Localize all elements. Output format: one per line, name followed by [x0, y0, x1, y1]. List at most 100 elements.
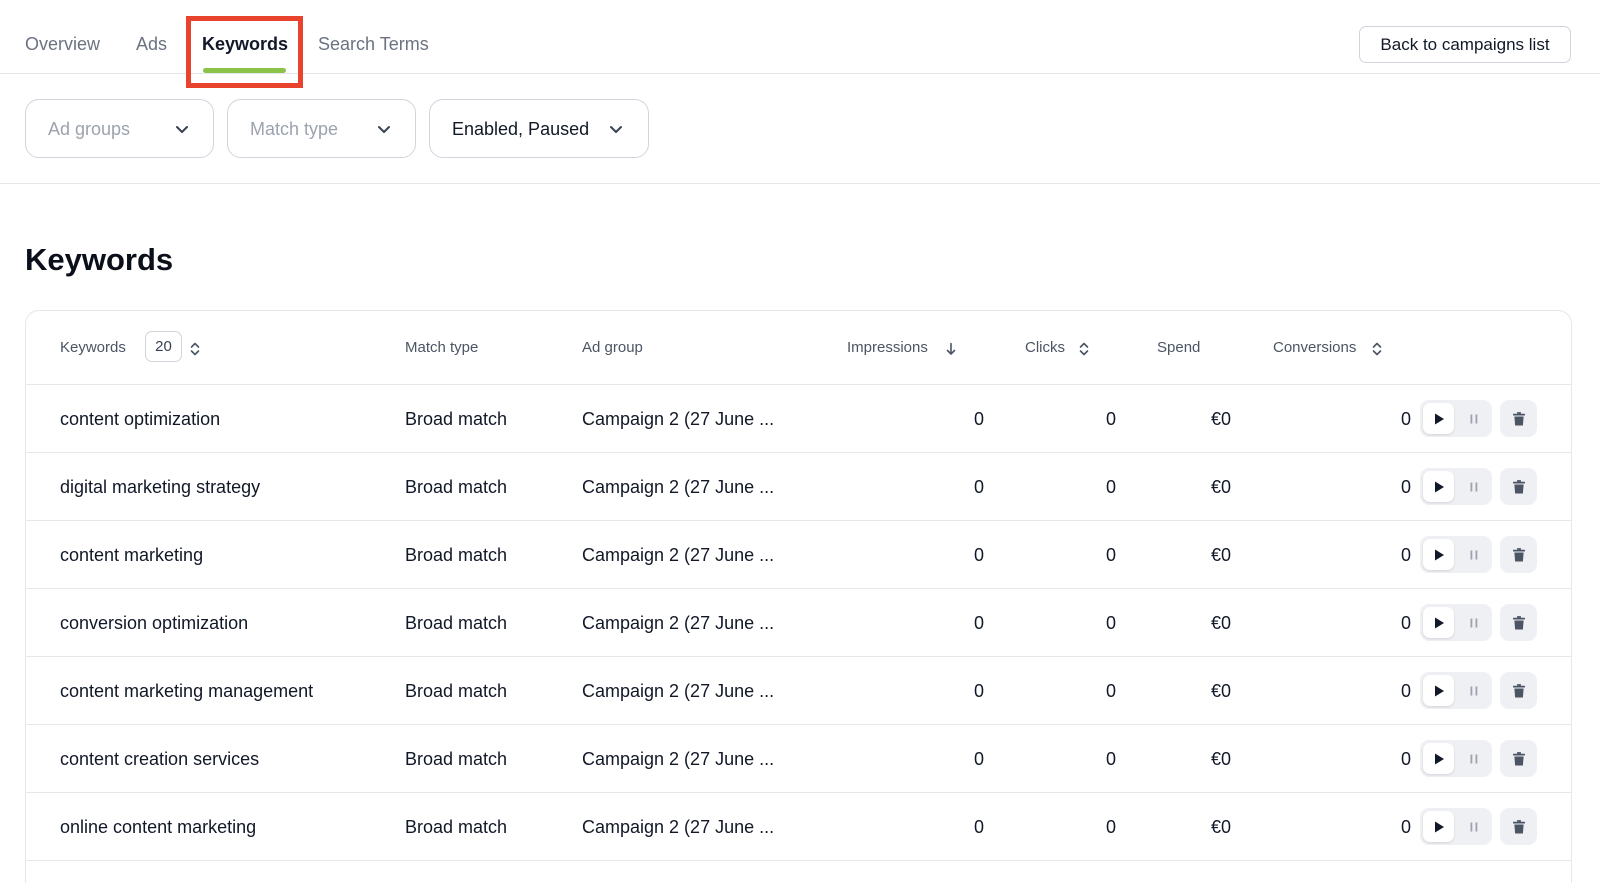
match-type-cell: Broad match	[405, 749, 508, 769]
enable-button[interactable]	[1423, 675, 1454, 706]
pause-icon	[1470, 482, 1477, 491]
pause-icon	[1470, 686, 1477, 695]
ad-group-cell[interactable]: Campaign 2 (27 June ...	[582, 545, 775, 565]
top-nav-bar: Overview Ads Keywords Search Terms Back …	[0, 0, 1600, 88]
play-icon	[1434, 821, 1444, 832]
impressions-cell: 0	[973, 409, 984, 429]
column-keywords[interactable]: Keywords	[60, 339, 126, 356]
ad-group-cell[interactable]: Campaign 2 (27 June ...	[582, 477, 775, 497]
match-type-select[interactable]: Match type	[227, 99, 416, 158]
pause-button[interactable]	[1458, 539, 1489, 570]
play-icon	[1434, 617, 1444, 628]
column-conversions[interactable]: Conversions	[1273, 339, 1357, 356]
keyword-cell: content creation services	[60, 749, 260, 769]
status-select[interactable]: Enabled, Paused	[429, 99, 649, 158]
pause-button[interactable]	[1458, 743, 1489, 774]
status-toggle	[1420, 468, 1492, 505]
ad-groups-select[interactable]: Ad groups	[25, 99, 214, 158]
keyword-cell: content optimization	[60, 409, 221, 429]
match-type-cell: Broad match	[405, 477, 508, 497]
chevron-down-icon	[176, 126, 188, 133]
conversions-cell: 0	[1400, 545, 1411, 565]
spend-cell: €0	[1210, 749, 1231, 769]
delete-button[interactable]	[1500, 604, 1537, 641]
pause-button[interactable]	[1458, 471, 1489, 502]
back-to-campaigns-button[interactable]: Back to campaigns list	[1359, 26, 1571, 63]
clicks-cell: 0	[1105, 409, 1116, 429]
delete-button[interactable]	[1500, 468, 1537, 505]
enable-button[interactable]	[1423, 743, 1454, 774]
clicks-cell: 0	[1105, 749, 1116, 769]
ad-groups-placeholder: Ad groups	[48, 119, 131, 139]
pause-button[interactable]	[1458, 403, 1489, 434]
ad-group-cell[interactable]: Campaign 2 (27 June ...	[582, 613, 775, 633]
trash-icon	[1512, 479, 1525, 493]
pause-icon	[1470, 618, 1477, 627]
delete-button[interactable]	[1500, 400, 1537, 437]
match-type-cell: Broad match	[405, 681, 508, 701]
pause-icon	[1470, 550, 1477, 559]
impressions-cell: 0	[973, 613, 984, 633]
column-impressions[interactable]: Impressions	[847, 339, 928, 356]
match-type-cell: Broad match	[405, 409, 508, 429]
column-clicks[interactable]: Clicks	[1025, 339, 1065, 356]
sort-icon[interactable]	[1371, 341, 1383, 357]
clicks-cell: 0	[1105, 545, 1116, 565]
enable-button[interactable]	[1423, 471, 1454, 502]
table-header: Keywords 20 Match type Ad group Impressi…	[26, 311, 1571, 385]
impressions-cell: 0	[973, 545, 984, 565]
active-tab-indicator	[203, 68, 286, 73]
sort-icon[interactable]	[189, 341, 201, 357]
tab-overview[interactable]: Overview	[25, 34, 101, 54]
tab-keywords[interactable]: Keywords	[202, 34, 289, 54]
table-body: content optimization Broad match Campaig…	[26, 385, 1571, 861]
trash-icon	[1512, 751, 1525, 765]
pause-icon	[1470, 754, 1477, 763]
match-type-placeholder: Match type	[250, 119, 339, 139]
status-select-value: Enabled, Paused	[452, 119, 590, 139]
pause-button[interactable]	[1458, 607, 1489, 638]
enable-button[interactable]	[1423, 607, 1454, 638]
status-toggle	[1420, 808, 1492, 845]
delete-button[interactable]	[1500, 536, 1537, 573]
enable-button[interactable]	[1423, 811, 1454, 842]
delete-button[interactable]	[1500, 672, 1537, 709]
pause-icon	[1470, 414, 1477, 423]
impressions-cell: 0	[973, 681, 984, 701]
spend-cell: €0	[1210, 681, 1231, 701]
spend-cell: €0	[1210, 817, 1231, 837]
status-toggle	[1420, 740, 1492, 777]
status-toggle	[1420, 604, 1492, 641]
clicks-cell: 0	[1105, 477, 1116, 497]
arrow-down-icon[interactable]	[945, 341, 957, 357]
spend-cell: €0	[1210, 545, 1231, 565]
delete-button[interactable]	[1500, 740, 1537, 777]
column-ad-group: Ad group	[582, 339, 643, 356]
ad-group-cell[interactable]: Campaign 2 (27 June ...	[582, 817, 775, 837]
spend-cell: €0	[1210, 409, 1231, 429]
pause-button[interactable]	[1458, 811, 1489, 842]
ad-group-cell[interactable]: Campaign 2 (27 June ...	[582, 749, 775, 769]
tab-search-terms[interactable]: Search Terms	[318, 34, 429, 54]
ad-group-cell[interactable]: Campaign 2 (27 June ...	[582, 681, 775, 701]
sort-icon[interactable]	[1078, 341, 1090, 357]
spend-cell: €0	[1210, 477, 1231, 497]
play-icon	[1434, 481, 1444, 492]
status-toggle	[1420, 672, 1492, 709]
enable-button[interactable]	[1423, 539, 1454, 570]
section-title: Keywords	[25, 242, 174, 277]
table-row: content optimization Broad match Campaig…	[26, 385, 1571, 453]
conversions-cell: 0	[1400, 477, 1411, 497]
delete-button[interactable]	[1500, 808, 1537, 845]
tab-ads[interactable]: Ads	[136, 34, 168, 54]
table-row: online content marketing Broad match Cam…	[26, 793, 1571, 861]
play-icon	[1434, 753, 1444, 764]
column-match-type: Match type	[405, 339, 479, 356]
status-toggle	[1420, 536, 1492, 573]
enable-button[interactable]	[1423, 403, 1454, 434]
conversions-cell: 0	[1400, 817, 1411, 837]
ad-group-cell[interactable]: Campaign 2 (27 June ...	[582, 409, 775, 429]
pause-button[interactable]	[1458, 675, 1489, 706]
highlight-box	[186, 16, 303, 88]
trash-icon	[1512, 819, 1525, 833]
